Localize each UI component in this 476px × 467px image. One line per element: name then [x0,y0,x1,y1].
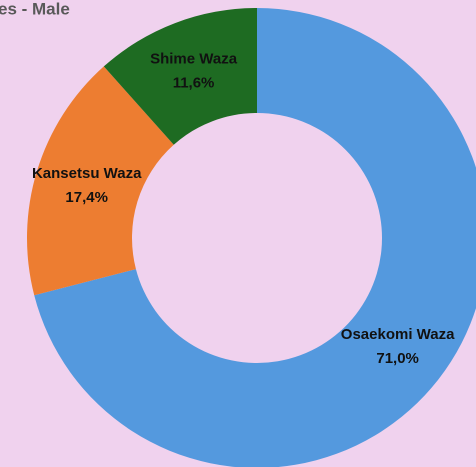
slice-category-label: Kansetsu Waza [32,165,142,182]
donut-slice [27,66,174,296]
slice-value-label: 17,4% [65,189,108,206]
donut-slice [34,8,476,467]
chart-title: es - Male [0,0,70,18]
slice-value-label: 71,0% [376,350,419,367]
slice-value-label: 11,6% [173,75,215,92]
slice-category-label: Shime Waza [150,51,238,68]
slice-category-label: Osaekomi Waza [341,326,455,343]
donut-slice [103,8,258,145]
